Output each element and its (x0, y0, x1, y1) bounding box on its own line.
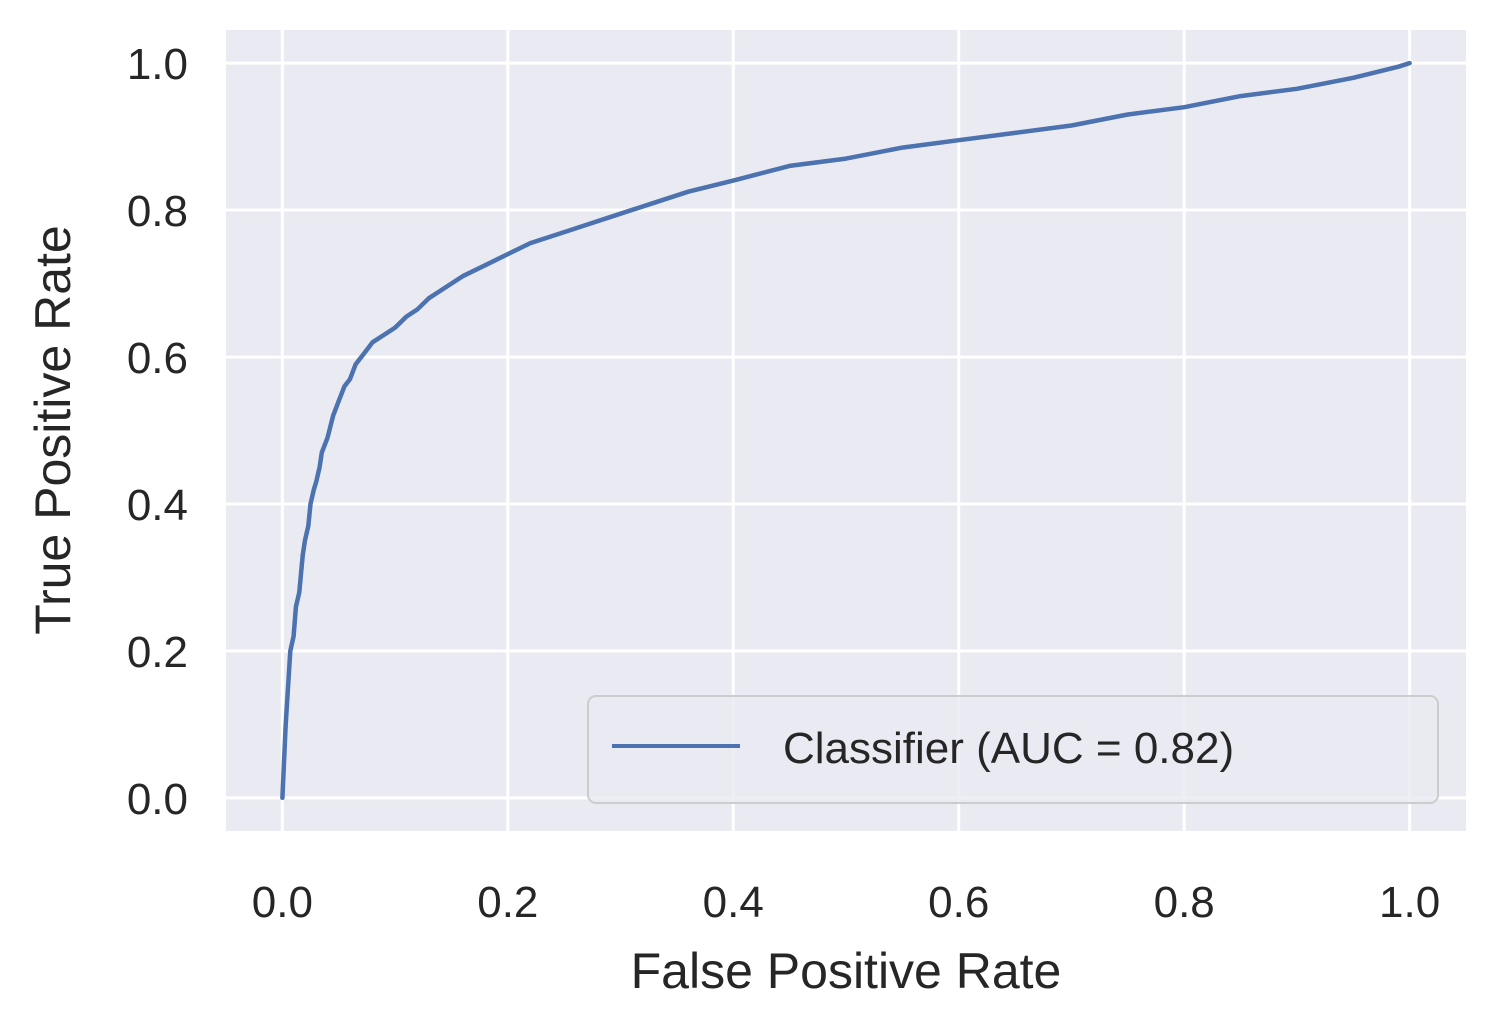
y-tick-labels: 0.0 0.2 0.4 0.6 0.8 1.0 (127, 40, 188, 824)
series-layer (280, 60, 1412, 801)
x-tick-label: 0.2 (477, 878, 538, 927)
x-tick-label: 0.6 (928, 878, 989, 927)
y-tick-label: 0.8 (127, 187, 188, 236)
x-axis-label: False Positive Rate (631, 943, 1062, 999)
x-tick-label: 0.8 (1154, 878, 1215, 927)
y-tick-label: 1.0 (127, 40, 188, 89)
legend: Classifier (AUC = 0.82) (587, 695, 1439, 804)
y-tick-label: 0.6 (127, 334, 188, 383)
y-axis-label: True Positive Rate (25, 225, 81, 634)
y-tick-label: 0.4 (127, 481, 188, 530)
y-tick-label: 0.0 (127, 775, 188, 824)
y-tick-label: 0.2 (127, 628, 188, 677)
x-tick-label: 0.0 (252, 878, 313, 927)
roc-curve-line (280, 60, 1412, 801)
legend-box (587, 695, 1439, 804)
x-tick-labels: 0.0 0.2 0.4 0.6 0.8 1.0 (252, 878, 1440, 927)
x-tick-label: 1.0 (1379, 878, 1440, 927)
legend-label: Classifier (AUC = 0.82) (783, 724, 1234, 773)
x-tick-label: 0.4 (703, 878, 764, 927)
